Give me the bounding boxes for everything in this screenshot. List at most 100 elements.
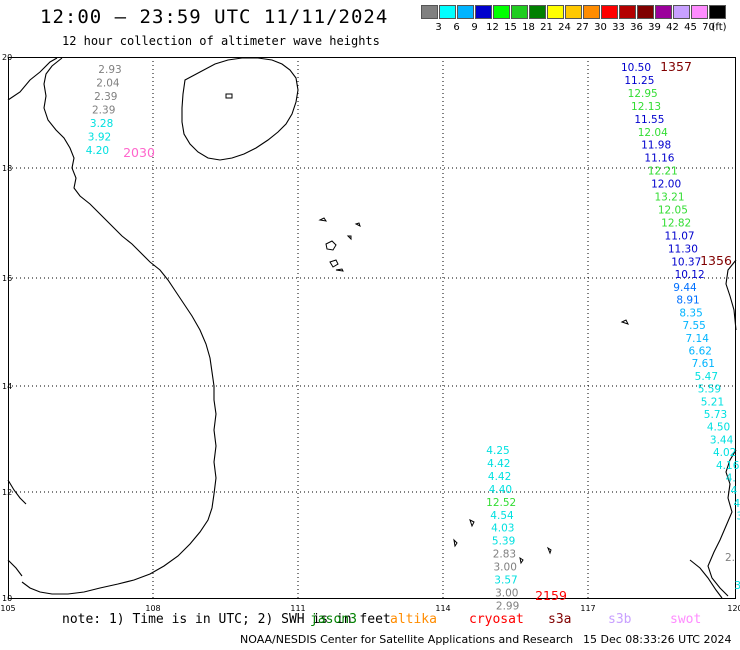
legend-swatch <box>691 5 708 19</box>
longitude-label: 114 <box>435 604 450 613</box>
wave-height-value: 10.50 <box>621 62 651 74</box>
wave-height-value: 5.47 <box>695 371 718 383</box>
wave-height-value: 4.25 <box>486 445 509 457</box>
wave-height-value: 11.55 <box>634 114 664 126</box>
wave-height-value: 4.42 <box>488 471 511 483</box>
wave-height-value: 7.61 <box>692 358 715 370</box>
legend-label: 70 <box>702 22 715 33</box>
satellite-label: cryosat <box>469 612 524 627</box>
wave-height-value: 12.21 <box>648 166 678 178</box>
legend-label: 3 <box>435 22 442 33</box>
wave-height-value: 2.39 <box>94 91 117 103</box>
satellite-label: s3b <box>608 612 632 627</box>
wave-height-value: 12.04 <box>638 127 668 139</box>
legend-label: 24 <box>558 22 571 33</box>
pass-time-label: 2159 <box>535 588 567 603</box>
wave-height-value: 4.20 <box>86 145 109 157</box>
gulf-coastline <box>7 479 27 577</box>
wave-height-value: 4.42 <box>487 458 510 470</box>
wave-height-value: 4. <box>726 473 736 485</box>
wave-height-value: 3.44 <box>710 434 734 446</box>
latitude-label: 10 <box>2 594 12 603</box>
wave-height-value: 4.02 <box>713 447 736 459</box>
wave-height-value: 12.95 <box>628 88 658 100</box>
pass-time-label: 2030 <box>123 145 155 160</box>
footer-credit: NOAA/NESDIS Center for Satellite Applica… <box>240 633 574 646</box>
pass-time-label: 1357 <box>660 59 692 74</box>
latitude-label: 16 <box>2 274 12 283</box>
wave-height-value: 10.37 <box>671 256 701 268</box>
wave-height-value: 2.99 <box>496 600 519 612</box>
note-row: note: 1) Time is in UTC; 2) SWH is in fe… <box>62 612 701 642</box>
wave-height-value: 12.05 <box>658 204 688 216</box>
legend-label: 6 <box>453 22 460 33</box>
legend-label: 12 <box>486 22 499 33</box>
coastline <box>7 57 737 599</box>
legend-label: 18 <box>522 22 535 33</box>
satellite-label: altika <box>390 612 437 627</box>
wave-height-value: 11.30 <box>668 243 698 255</box>
map-subtitle: 12 hour collection of altimeter wave hei… <box>62 34 380 48</box>
wave-height-value: 5.73 <box>704 409 727 421</box>
wave-height-value: 4.54 <box>490 510 514 522</box>
wave-height-value: 3.28 <box>90 118 113 130</box>
legend-swatch <box>637 5 654 19</box>
legend-label: 15 <box>504 22 517 33</box>
wave-height-value: 4 <box>734 498 740 510</box>
hainan-coastline <box>181 57 299 161</box>
islands <box>225 93 629 565</box>
legend-label: 33 <box>612 22 625 33</box>
map-frame <box>8 57 736 599</box>
legend-swatch <box>655 5 672 19</box>
legend-swatch <box>475 5 492 19</box>
legend-swatch <box>529 5 546 19</box>
legend-label: 21 <box>540 22 553 33</box>
legend-label: 30 <box>594 22 607 33</box>
wave-height-value: 11.07 <box>665 230 695 242</box>
wave-height-value: 2.04 <box>96 78 120 90</box>
wave-height-value: 12.00 <box>651 179 681 191</box>
legend-swatch <box>565 5 582 19</box>
wave-height-value: 3.92 <box>88 132 111 144</box>
longitude-label: 108 <box>145 604 160 613</box>
wave-height-value: 7.55 <box>682 320 705 332</box>
map-title: 12:00 – 23:59 UTC 11/11/2024 <box>40 6 389 28</box>
vietnam-coastline <box>7 57 217 595</box>
wave-height-value: 12.82 <box>661 217 691 229</box>
satellite-label: swot <box>670 612 702 627</box>
axis-labels: 105 108 111 114 117 120 20 18 16 14 12 10 <box>0 53 740 613</box>
wave-height-value: 12.13 <box>631 101 661 113</box>
wave-height-value: 3.00 <box>495 587 518 599</box>
wave-height-value: 4.16 <box>716 460 740 472</box>
wave-height-value: 8.91 <box>676 295 699 307</box>
longitude-label: 105 <box>0 604 15 613</box>
legend-swatch <box>673 5 690 19</box>
legend-label: 39 <box>648 22 661 33</box>
wave-height-value: 7.14 <box>686 333 710 345</box>
wave-height-value: 2.93 <box>98 64 121 76</box>
legend-swatch <box>601 5 618 19</box>
wave-height-value: 2.83 <box>493 549 516 561</box>
legend-swatch <box>583 5 600 19</box>
longitude-label: 117 <box>580 604 595 613</box>
wave-height-value: 11.98 <box>641 140 671 152</box>
latitude-label: 20 <box>2 53 12 62</box>
palawan-coastline <box>689 559 723 599</box>
wave-height-value: 10.12 <box>675 269 705 281</box>
legend-label: 27 <box>576 22 589 33</box>
wave-height-value: 3.57 <box>494 575 517 587</box>
wave-height-value: 11.16 <box>644 153 674 165</box>
wave-height-value: 8.35 <box>679 307 702 319</box>
legend-label: 36 <box>630 22 643 33</box>
wave-height-value: 13.21 <box>654 192 684 204</box>
wave-height-value: 5.39 <box>492 536 515 548</box>
legend-swatch <box>547 5 564 19</box>
legend-label: 9 <box>471 22 478 33</box>
satellite-label: s3a <box>548 612 572 627</box>
latitude-label: 18 <box>2 164 12 173</box>
longitude-label: 120 <box>727 604 740 613</box>
legend-swatch <box>439 5 456 19</box>
wave-height-value: 4.03 <box>491 523 514 535</box>
wave-height-value: 9.44 <box>673 282 697 294</box>
